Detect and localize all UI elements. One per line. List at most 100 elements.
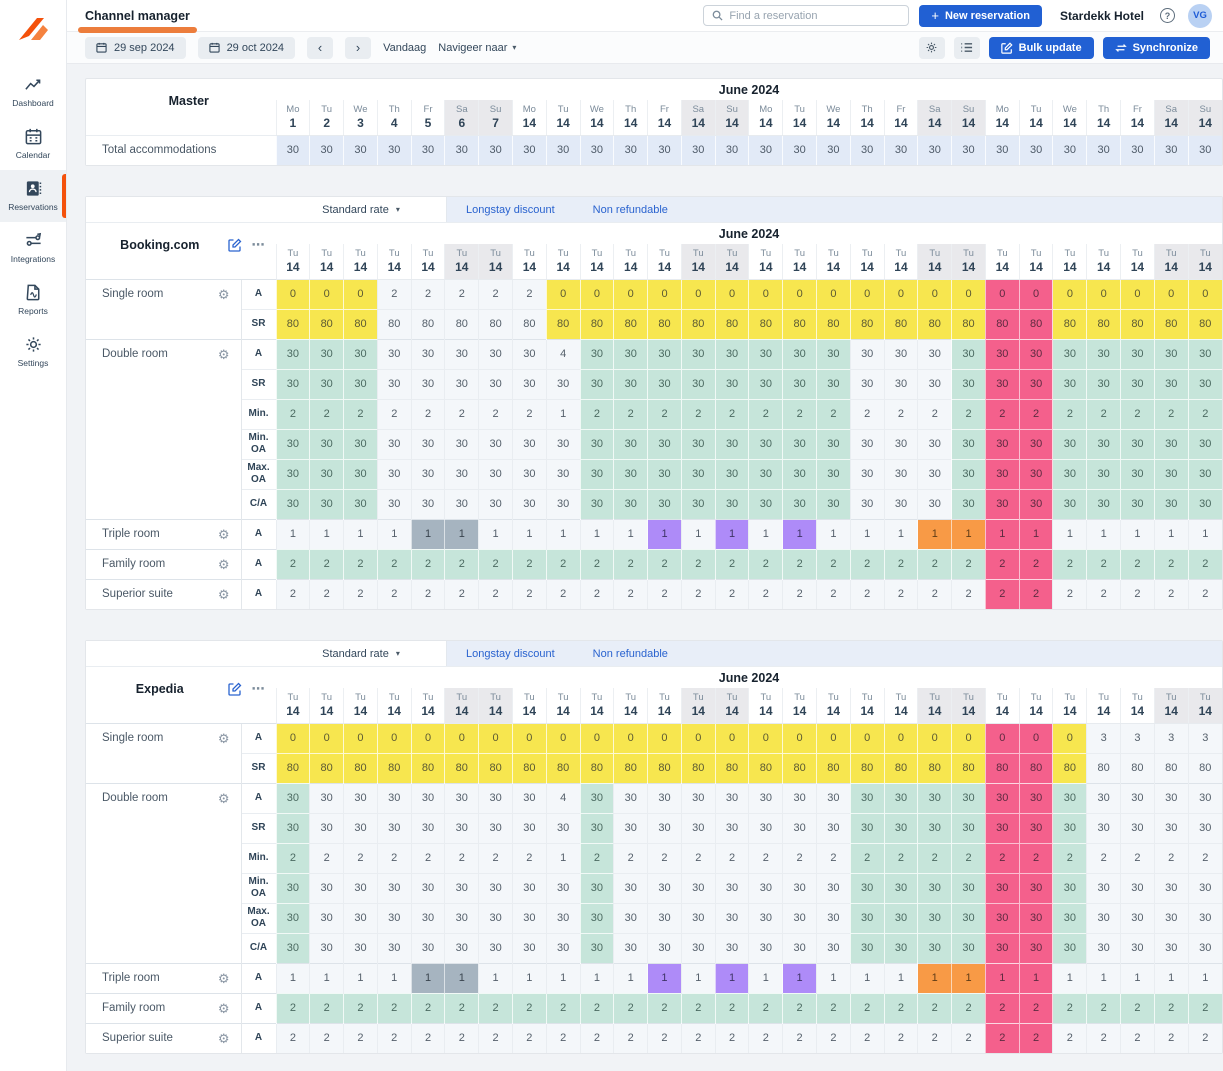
grid-cell[interactable]: 0 xyxy=(680,722,716,753)
grid-cell[interactable]: 30 xyxy=(275,488,310,519)
grid-cell[interactable]: 2 xyxy=(680,548,716,579)
grid-cell[interactable]: 30 xyxy=(984,428,1020,459)
grid-cell[interactable]: 2 xyxy=(410,398,445,429)
grid-cell[interactable]: 80 xyxy=(1120,752,1155,783)
grid-cell[interactable]: 80 xyxy=(376,752,412,783)
grid-cell[interactable]: 2 xyxy=(444,548,479,579)
grid-cell[interactable]: 2 xyxy=(1052,992,1087,1023)
grid-cell[interactable]: 1 xyxy=(748,518,783,549)
grid-cell[interactable]: 2 xyxy=(1086,398,1121,429)
grid-cell[interactable]: 30 xyxy=(883,902,918,933)
grid-cell[interactable]: 30 xyxy=(680,932,716,963)
grid-cell[interactable]: 30 xyxy=(984,488,1020,519)
grid-cell[interactable]: 30 xyxy=(1086,428,1121,459)
grid-cell[interactable]: 30 xyxy=(1018,872,1053,903)
grid-cell[interactable]: 30 xyxy=(680,902,716,933)
grid-cell[interactable]: 30 xyxy=(579,872,614,903)
grid-cell[interactable]: 80 xyxy=(782,752,817,783)
grid-cell[interactable]: 30 xyxy=(951,428,986,459)
grid-cell[interactable]: 2 xyxy=(883,842,918,873)
grid-cell[interactable]: 30 xyxy=(849,458,885,489)
grid-cell[interactable]: 30 xyxy=(680,428,716,459)
grid-cell[interactable]: 2 xyxy=(647,548,682,579)
room-settings-gear-icon[interactable]: ⚙ xyxy=(217,790,230,806)
grid-cell[interactable]: 2 xyxy=(849,548,885,579)
grid-cell[interactable]: 30 xyxy=(343,458,378,489)
grid-cell[interactable]: 2 xyxy=(1052,1022,1087,1053)
grid-cell[interactable]: 2 xyxy=(478,1022,513,1053)
grid-cell[interactable]: 80 xyxy=(613,308,648,339)
grid-cell[interactable]: 30 xyxy=(680,338,716,369)
grid-cell[interactable]: 30 xyxy=(275,872,310,903)
grid-cell[interactable]: 2 xyxy=(478,578,513,609)
grid-cell[interactable]: 80 xyxy=(782,308,817,339)
grid-cell[interactable]: 2 xyxy=(951,398,986,429)
grid-cell[interactable]: 30 xyxy=(444,368,479,399)
grid-cell[interactable]: 1 xyxy=(984,962,1020,993)
grid-cell[interactable]: 80 xyxy=(1187,308,1222,339)
grid-cell[interactable]: 80 xyxy=(511,308,547,339)
grid-cell[interactable]: 30 xyxy=(984,932,1020,963)
grid-cell[interactable]: 0 xyxy=(1086,278,1121,309)
grid-cell[interactable]: 1 xyxy=(782,518,817,549)
grid-cell[interactable]: 2 xyxy=(613,578,648,609)
grid-cell[interactable]: 30 xyxy=(849,872,885,903)
room-settings-gear-icon[interactable]: ⚙ xyxy=(217,586,230,602)
grid-cell[interactable]: 2 xyxy=(478,548,513,579)
grid-cell[interactable]: 80 xyxy=(951,752,986,783)
grid-cell[interactable]: 30 xyxy=(647,872,682,903)
grid-cell[interactable]: 2 xyxy=(511,842,547,873)
grid-cell[interactable]: 1 xyxy=(883,518,918,549)
grid-cell[interactable]: 2 xyxy=(511,992,547,1023)
grid-cell[interactable]: 30 xyxy=(1187,812,1222,843)
grid-cell[interactable]: 2 xyxy=(748,578,783,609)
grid-cell[interactable]: 1 xyxy=(376,962,412,993)
grid-cell[interactable]: 1 xyxy=(1052,962,1087,993)
grid-cell[interactable]: 30 xyxy=(309,812,344,843)
user-avatar[interactable]: VG xyxy=(1188,3,1212,28)
grid-cell[interactable]: 30 xyxy=(647,902,682,933)
grid-cell[interactable]: 0 xyxy=(849,722,885,753)
grid-cell[interactable]: 0 xyxy=(1120,278,1155,309)
grid-cell[interactable]: 80 xyxy=(1018,308,1053,339)
grid-cell[interactable]: 80 xyxy=(444,308,479,339)
grid-cell[interactable]: 2 xyxy=(1086,1022,1121,1053)
grid-cell[interactable]: 30 xyxy=(511,902,547,933)
grid-cell[interactable]: 30 xyxy=(1086,458,1121,489)
grid-cell[interactable]: 3 xyxy=(1187,722,1222,753)
grid-cell[interactable]: 2 xyxy=(849,992,885,1023)
grid-cell[interactable]: 2 xyxy=(883,398,918,429)
grid-cell[interactable]: 30 xyxy=(849,932,885,963)
grid-cell[interactable]: 30 xyxy=(376,812,412,843)
grid-cell[interactable]: 2 xyxy=(917,578,952,609)
grid-cell[interactable]: 2 xyxy=(1018,1022,1053,1053)
grid-cell[interactable]: 1 xyxy=(1120,962,1155,993)
grid-cell[interactable]: 2 xyxy=(1086,842,1121,873)
grid-cell[interactable]: 80 xyxy=(444,752,479,783)
grid-cell[interactable]: 80 xyxy=(680,752,716,783)
grid-cell[interactable]: 30 xyxy=(816,368,851,399)
grid-cell[interactable]: 0 xyxy=(275,278,310,309)
grid-cell[interactable]: 80 xyxy=(511,752,547,783)
grid-cell[interactable]: 30 xyxy=(782,368,817,399)
grid-cell[interactable]: 2 xyxy=(883,548,918,579)
grid-cell[interactable]: 0 xyxy=(275,722,310,753)
grid-cell[interactable]: 30 xyxy=(444,488,479,519)
grid-cell[interactable]: 2 xyxy=(1153,842,1189,873)
grid-cell[interactable]: 2 xyxy=(478,278,513,309)
grid-cell[interactable]: 3 xyxy=(1120,722,1155,753)
grid-cell[interactable]: 0 xyxy=(410,722,445,753)
grid-cell[interactable]: 1 xyxy=(680,518,716,549)
grid-cell[interactable]: 2 xyxy=(579,992,614,1023)
grid-cell[interactable]: 2 xyxy=(1153,578,1189,609)
grid-cell[interactable]: 0 xyxy=(714,278,749,309)
grid-cell[interactable]: 0 xyxy=(376,722,412,753)
grid-cell[interactable]: 30 xyxy=(782,932,817,963)
grid-cell[interactable]: 0 xyxy=(647,722,682,753)
grid-cell[interactable]: 30 xyxy=(1187,902,1222,933)
grid-cell[interactable]: 30 xyxy=(951,932,986,963)
grid-cell[interactable]: 30 xyxy=(680,458,716,489)
grid-cell[interactable]: 30 xyxy=(1086,932,1121,963)
grid-cell[interactable]: 30 xyxy=(984,782,1020,813)
grid-cell[interactable]: 30 xyxy=(748,872,783,903)
